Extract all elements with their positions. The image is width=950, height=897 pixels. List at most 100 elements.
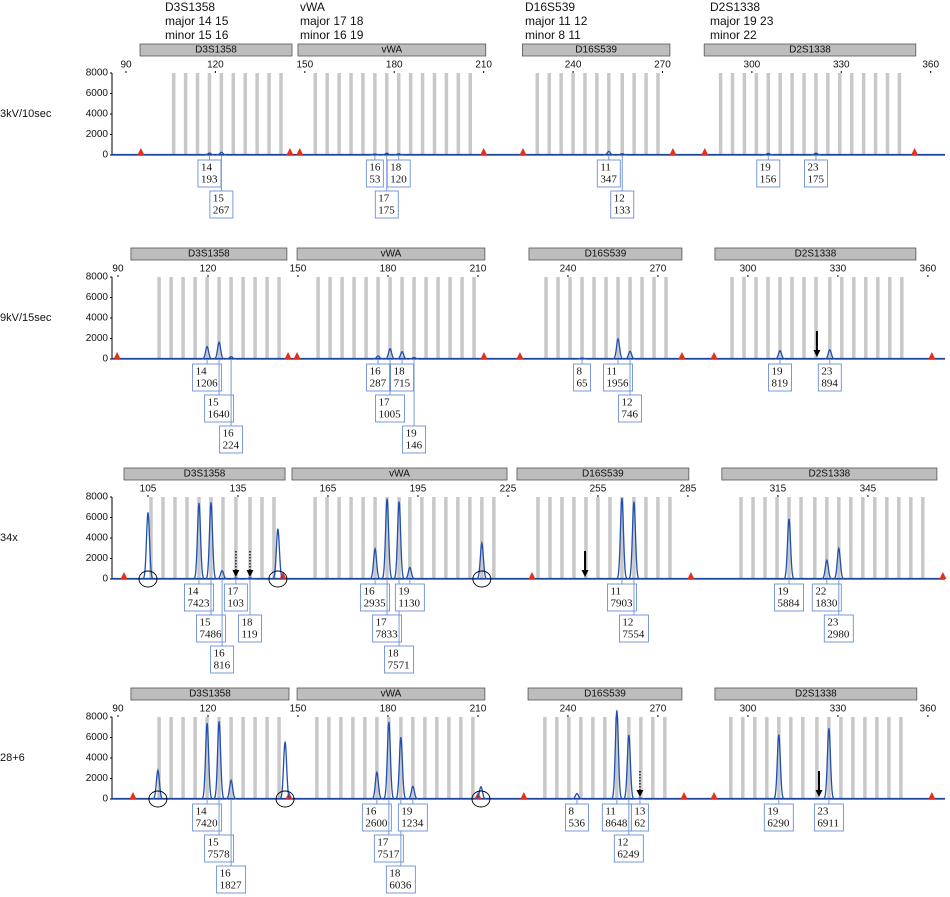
allele-label: 23 bbox=[827, 617, 839, 629]
locus-box bbox=[139, 43, 293, 57]
artifact-circle bbox=[138, 570, 158, 588]
peak bbox=[395, 737, 407, 800]
x-tick-label: 150 bbox=[290, 264, 307, 275]
peak bbox=[833, 546, 845, 580]
locus-box bbox=[527, 687, 683, 701]
allele-label: 23 bbox=[821, 366, 833, 378]
peak bbox=[603, 150, 614, 156]
allele-call-box bbox=[606, 583, 637, 612]
peak bbox=[383, 721, 395, 800]
x-tick-label: 270 bbox=[654, 60, 671, 71]
size-standard-marker bbox=[911, 148, 919, 155]
locus-name: D2S1338 bbox=[809, 469, 851, 480]
allele-label: 14 bbox=[196, 806, 208, 818]
genotype-major: major 19 23 bbox=[710, 14, 774, 28]
peak bbox=[623, 734, 635, 800]
peak bbox=[213, 721, 225, 800]
height-label: 7486 bbox=[199, 629, 222, 641]
height-label: 7571 bbox=[388, 660, 410, 672]
height-label: 536 bbox=[568, 818, 585, 830]
peak bbox=[213, 340, 225, 360]
genotype-locus: D16S539 bbox=[525, 0, 575, 14]
height-label: 1640 bbox=[208, 409, 231, 421]
allele-label: 18 bbox=[241, 617, 253, 629]
locus-box bbox=[521, 43, 671, 57]
x-tick-label: 360 bbox=[922, 60, 939, 71]
peak bbox=[611, 710, 623, 800]
allele-call-box bbox=[365, 159, 384, 188]
allele-call-box bbox=[223, 583, 248, 612]
allele-label: 19 bbox=[772, 366, 784, 378]
locus-name: D3S1358 bbox=[195, 45, 237, 56]
peak bbox=[369, 546, 381, 580]
allele-call-box bbox=[216, 865, 247, 894]
allele-label: 12 bbox=[617, 837, 628, 849]
panel-label: 34x bbox=[0, 532, 18, 544]
y-tick-label: 4000 bbox=[86, 109, 109, 120]
allele-label: 11 bbox=[600, 162, 611, 174]
allele-label: 16 bbox=[214, 648, 226, 660]
height-label: 8648 bbox=[605, 818, 628, 830]
size-standard-marker bbox=[296, 148, 304, 155]
y-tick-label: 6000 bbox=[86, 732, 109, 743]
peak bbox=[810, 152, 821, 156]
locus-name: vWA bbox=[381, 45, 402, 56]
allele-call-box bbox=[375, 394, 406, 423]
artifact-peak bbox=[272, 528, 284, 580]
artifact-circle bbox=[275, 790, 295, 808]
allele-call-box bbox=[613, 834, 644, 863]
allele-label: 19 bbox=[398, 586, 410, 598]
allele-call-box bbox=[397, 803, 428, 832]
arrow-head bbox=[246, 570, 254, 577]
y-tick-label: 0 bbox=[102, 150, 108, 161]
allele-call-box bbox=[361, 803, 392, 832]
allele-call-box bbox=[768, 363, 792, 392]
allele-label: 17 bbox=[227, 586, 239, 598]
height-label: 7554 bbox=[622, 629, 645, 641]
allele-label: 17 bbox=[379, 397, 391, 409]
x-tick-label: 270 bbox=[650, 264, 667, 275]
x-tick-label: 345 bbox=[860, 484, 877, 495]
height-label: 2935 bbox=[364, 598, 387, 610]
x-tick-label: 240 bbox=[560, 704, 577, 715]
allele-call-box bbox=[196, 614, 226, 643]
genotype-locus: D2S1338 bbox=[710, 0, 760, 14]
size-standard-marker bbox=[120, 572, 128, 579]
genotype-locus: D3S1358 bbox=[165, 0, 215, 14]
peak bbox=[773, 734, 785, 800]
locus-box bbox=[714, 687, 918, 701]
peak bbox=[628, 501, 640, 580]
locus-box bbox=[296, 247, 486, 261]
allele-label: 18 bbox=[390, 162, 402, 174]
x-tick-label: 150 bbox=[296, 60, 313, 71]
x-tick-label: 300 bbox=[740, 264, 757, 275]
locus-name: D16S539 bbox=[575, 45, 617, 56]
locus-box bbox=[516, 467, 690, 481]
height-label: 7903 bbox=[610, 598, 633, 610]
height-label: 1234 bbox=[401, 818, 424, 830]
allele-label: 19 bbox=[778, 586, 790, 598]
height-label: 53 bbox=[369, 174, 381, 186]
height-label: 175 bbox=[378, 205, 395, 217]
peak bbox=[612, 337, 624, 360]
size-standard-marker bbox=[113, 352, 121, 359]
peak bbox=[409, 356, 420, 360]
y-tick-label: 6000 bbox=[86, 512, 109, 523]
locus-box bbox=[130, 247, 288, 261]
allele-label: 17 bbox=[378, 193, 390, 205]
size-standard-marker bbox=[710, 352, 718, 359]
size-standard-marker bbox=[129, 792, 137, 799]
allele-call-box bbox=[817, 363, 842, 392]
x-tick-label: 120 bbox=[200, 264, 217, 275]
height-label: 119 bbox=[241, 629, 258, 641]
peak bbox=[393, 501, 405, 580]
x-tick-label: 135 bbox=[230, 484, 247, 495]
height-label: 1005 bbox=[379, 409, 402, 421]
arrow-head bbox=[815, 790, 823, 797]
height-label: 2980 bbox=[827, 629, 850, 641]
height-label: 1830 bbox=[815, 598, 838, 610]
size-standard-marker bbox=[286, 148, 294, 155]
allele-label: 18 bbox=[388, 648, 400, 660]
